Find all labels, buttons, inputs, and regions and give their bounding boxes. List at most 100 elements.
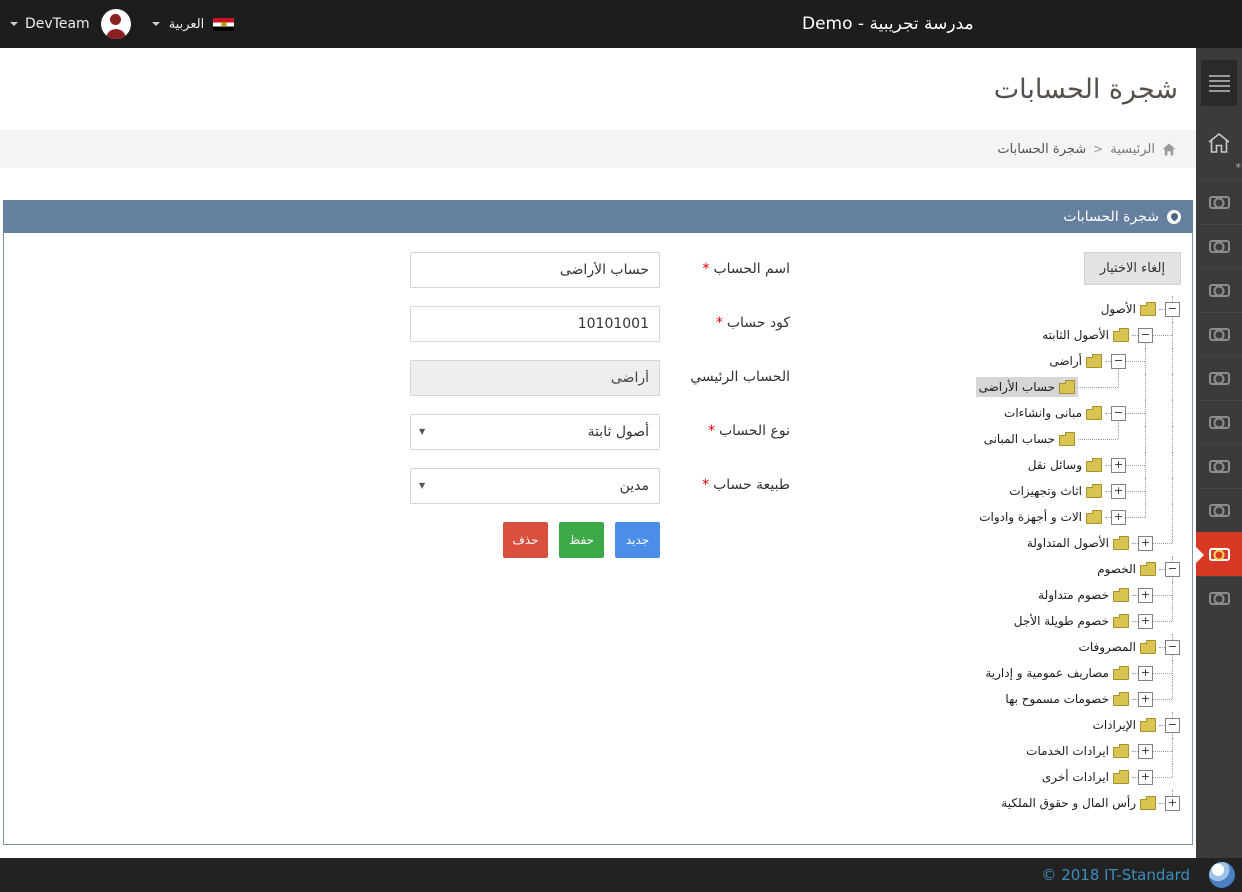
expand-icon[interactable]: + (1138, 613, 1153, 629)
banknote-icon (1208, 240, 1230, 253)
tree-node-content[interactable]: حساب المبانى (981, 429, 1078, 449)
banknote-icon (1208, 548, 1230, 561)
tree-node[interactable]: + مصاريف عمومية و إدارية (976, 660, 1180, 686)
tree-node[interactable]: حساب المبانى (976, 426, 1180, 452)
collapse-icon[interactable]: − (1111, 405, 1126, 421)
tree-node-content[interactable]: الخصوم (1094, 559, 1159, 579)
collapse-icon[interactable]: − (1111, 353, 1126, 369)
tree-node-label: مبانى وانشاءات (1004, 406, 1082, 420)
sidebar-item-accounts-3[interactable] (1196, 268, 1242, 312)
expand-icon[interactable]: + (1138, 535, 1153, 551)
tree-node[interactable]: + خصوم متداولة (976, 582, 1180, 608)
tree-node-content[interactable]: الأصول الثابته (1039, 325, 1132, 345)
tree-node-content[interactable]: الأصول المتداولة (1024, 533, 1132, 553)
collapse-icon[interactable]: − (1165, 639, 1180, 655)
required-asterisk: * (707, 423, 715, 439)
sidebar-item-accounts-1[interactable] (1196, 180, 1242, 224)
tree-node[interactable]: + وسائل نقل (976, 452, 1180, 478)
form-buttons: جديد حفظ حذف (398, 522, 660, 558)
tree-node-content[interactable]: ايرادات الخدمات (1023, 741, 1132, 761)
tree-node-content[interactable]: الإيرادات (1090, 715, 1159, 735)
new-button[interactable]: جديد (615, 522, 660, 558)
tree-node-label: ايرادات أخرى (1041, 770, 1109, 784)
tree-node-content[interactable]: خصومات مسموح بها (1002, 689, 1132, 709)
tree-node[interactable]: − الخصوم (976, 556, 1180, 582)
language-menu[interactable]: العربية (168, 16, 205, 32)
sidebar-item-home[interactable]: * (1196, 106, 1242, 180)
expand-icon[interactable]: + (1111, 457, 1126, 473)
tree-node-content[interactable]: خصوم متداولة (1035, 585, 1132, 605)
tree-node-content[interactable]: الأصول (1098, 299, 1159, 319)
sidebar-item-accounts-9[interactable] (1196, 532, 1242, 576)
tree-node[interactable]: − الأصول الثابته (976, 322, 1180, 348)
tree-node-content[interactable]: ايرادات أخرى (1039, 767, 1132, 787)
collapse-icon[interactable]: − (1165, 717, 1180, 733)
parent-account-control (410, 360, 660, 396)
expand-icon[interactable]: + (1111, 483, 1126, 499)
tree-node-content[interactable]: مصاريف عمومية و إدارية (982, 663, 1132, 683)
tree-node[interactable]: حساب الأراضى (975, 374, 1180, 400)
tree-node-content[interactable]: اثاث وتجهيزات (1006, 481, 1105, 501)
tree-node-content[interactable]: رأس المال و حقوق الملكية (998, 793, 1159, 813)
expand-icon[interactable]: + (1138, 743, 1153, 759)
collapse-icon[interactable]: − (1138, 327, 1153, 343)
sidebar-item-accounts-5[interactable] (1196, 356, 1242, 400)
tree-node[interactable]: + ايرادات الخدمات (976, 738, 1180, 764)
expand-icon[interactable]: + (1111, 509, 1126, 525)
expand-icon[interactable]: + (1138, 665, 1153, 681)
sidebar-item-accounts-10[interactable] (1196, 576, 1242, 620)
breadcrumb-home-link[interactable]: الرئيسية (1110, 141, 1155, 157)
cancel-selection-button[interactable]: إلغاء الاختيار (1084, 252, 1181, 285)
account-type-select[interactable]: أصول ثابتة (410, 414, 660, 450)
tree-node[interactable]: + ايرادات أخرى (976, 764, 1180, 790)
tree-node-selected[interactable]: حساب الأراضى (975, 377, 1078, 397)
tree-node[interactable]: − أراضى (976, 348, 1180, 374)
user-avatar[interactable] (100, 9, 131, 39)
user-menu[interactable]: DevTeam (25, 16, 90, 32)
collapse-icon[interactable]: − (1165, 561, 1180, 577)
expand-icon[interactable]: + (1138, 587, 1153, 603)
tree-node[interactable]: − الإيرادات (976, 712, 1180, 738)
tree-node-content[interactable]: الات و أجهزة وادوات (976, 507, 1105, 527)
sidebar-toggle-button[interactable] (1201, 60, 1237, 106)
save-button[interactable]: حفظ (559, 522, 604, 558)
expand-icon[interactable]: + (1138, 769, 1153, 785)
tree-node-content[interactable]: أراضى (1046, 351, 1105, 371)
expand-icon[interactable]: + (1138, 691, 1153, 707)
banknote-icon (1208, 328, 1230, 341)
sidebar-item-accounts-8[interactable] (1196, 488, 1242, 532)
delete-button[interactable]: حذف (503, 522, 548, 558)
tree-node[interactable]: + خصوم طويلة الأجل (976, 608, 1180, 634)
account-code-field[interactable] (410, 306, 660, 342)
sidebar-item-accounts-6[interactable] (1196, 400, 1242, 444)
collapse-icon[interactable]: − (1165, 301, 1180, 317)
tree-node[interactable]: + الات و أجهزة وادوات (976, 504, 1180, 530)
tree-node[interactable]: + رأس المال و حقوق الملكية (976, 790, 1180, 816)
tree-node[interactable]: − الأصول (976, 296, 1180, 322)
tree-node-content[interactable]: المصروفات (1076, 637, 1159, 657)
account-nature-control: مدين ▼ (410, 468, 660, 504)
sidebar-item-accounts-7[interactable] (1196, 444, 1242, 488)
account-nature-select[interactable]: مدين (410, 468, 660, 504)
tree-node[interactable]: − المصروفات (976, 634, 1180, 660)
sidebar-item-accounts-4[interactable] (1196, 312, 1242, 356)
account-name-field[interactable] (410, 252, 660, 288)
form-row-account-type: نوع الحساب* أصول ثابتة ▼ (398, 414, 790, 450)
tree-node-content[interactable]: وسائل نقل (1025, 455, 1105, 475)
folder-icon (1113, 769, 1129, 784)
banknote-icon (1208, 284, 1230, 297)
tree-node[interactable]: + اثاث وتجهيزات (976, 478, 1180, 504)
tree-node[interactable]: − مبانى وانشاءات (976, 400, 1180, 426)
account-type-control: أصول ثابتة ▼ (410, 414, 660, 450)
chevron-down-icon (10, 22, 18, 26)
expand-icon[interactable]: + (1165, 795, 1180, 811)
tree-node[interactable]: + الأصول المتداولة (976, 530, 1180, 556)
hamburger-icon (1208, 74, 1230, 77)
sidebar-item-accounts-2[interactable] (1196, 224, 1242, 268)
sidebar-menu (1196, 180, 1242, 620)
form-row-account-code: كود حساب* (398, 306, 790, 342)
tree-node[interactable]: + خصومات مسموح بها (976, 686, 1180, 712)
tree-node-content[interactable]: مبانى وانشاءات (1001, 403, 1105, 423)
tree-node-content[interactable]: خصوم طويلة الأجل (1011, 611, 1132, 631)
accounts-tree-panel: شجرة الحسابات إلغاء الاختيار − الأصول − الأ… (3, 200, 1193, 845)
